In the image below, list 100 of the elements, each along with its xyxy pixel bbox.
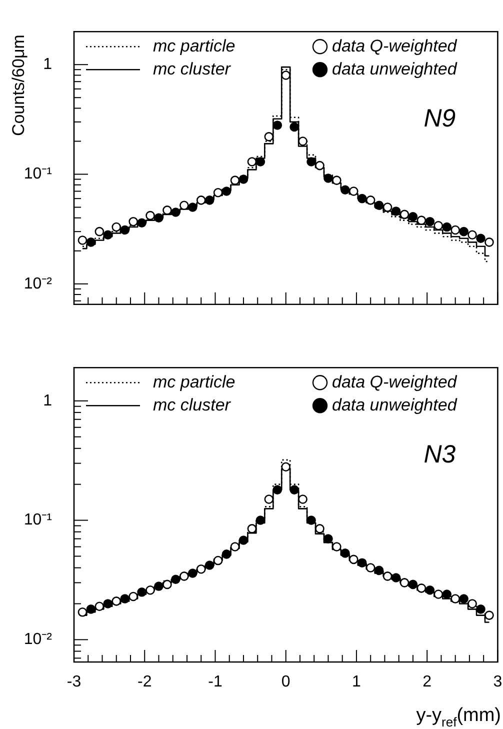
point: [408, 212, 418, 222]
point: [442, 222, 452, 232]
point: [442, 590, 452, 599]
point: [230, 542, 240, 552]
point: [281, 462, 290, 472]
point: [382, 572, 392, 581]
point: [256, 157, 266, 166]
point: [196, 196, 206, 205]
point: [272, 485, 282, 494]
point: [366, 196, 376, 205]
point: [484, 238, 494, 247]
legend-label: data unweighted: [332, 59, 458, 78]
point: [290, 485, 299, 494]
point: [416, 584, 426, 593]
point: [103, 230, 113, 240]
y-tick-label: 10⁻²: [24, 275, 53, 292]
point: [425, 585, 435, 595]
point: [162, 580, 172, 590]
legend-label: mc cluster: [153, 395, 232, 414]
point: [468, 230, 477, 240]
point: [281, 70, 290, 80]
point: [306, 157, 316, 166]
point: [374, 200, 384, 210]
point: [238, 536, 248, 545]
point: [391, 206, 401, 216]
point: [324, 174, 333, 183]
point: [154, 582, 164, 591]
point: [112, 596, 122, 606]
y-tick-label: 10⁻²: [24, 631, 53, 648]
point: [230, 176, 240, 185]
point: [315, 524, 324, 534]
point: [366, 563, 376, 572]
x-tick-label: 0: [281, 673, 290, 690]
point: [264, 494, 274, 504]
point: [120, 594, 130, 604]
legend-label: mc particle: [153, 36, 236, 56]
point: [468, 599, 477, 608]
annotation: N9: [424, 104, 456, 133]
point: [400, 210, 410, 220]
x-tick-label: -3: [66, 673, 82, 690]
point: [146, 585, 155, 595]
point: [357, 194, 367, 204]
y-axis-title: Counts/60μm: [9, 34, 28, 136]
point: [103, 599, 113, 608]
point: [434, 220, 444, 230]
point: [340, 185, 350, 195]
point: [213, 188, 223, 198]
point: [247, 524, 257, 534]
point: [450, 225, 460, 235]
point: [204, 560, 214, 570]
point: [391, 573, 401, 582]
legend-label: data Q-weighted: [332, 36, 458, 56]
point: [459, 226, 468, 236]
point: [324, 534, 333, 544]
point: [348, 186, 358, 196]
x-tick-label: -1: [208, 673, 222, 690]
point: [382, 202, 392, 212]
point: [332, 542, 342, 552]
point: [222, 186, 232, 196]
legend-label: mc particle: [153, 372, 236, 392]
point: [171, 208, 180, 217]
x-tick-label: -2: [138, 673, 152, 690]
point: [348, 554, 358, 564]
point: [94, 226, 104, 236]
point: [204, 196, 214, 205]
point: [137, 218, 146, 228]
point: [357, 558, 367, 568]
legend-label: data Q-weighted: [332, 372, 458, 392]
point: [78, 608, 88, 617]
x-tick-label: 1: [352, 673, 362, 690]
point: [290, 122, 299, 132]
point: [272, 120, 282, 130]
annotation: N3: [424, 440, 456, 469]
y-tick-label: 1: [43, 56, 52, 74]
point: [484, 610, 494, 620]
point: [94, 602, 104, 612]
point: [180, 572, 189, 581]
point: [188, 202, 198, 212]
point: [146, 210, 155, 220]
point: [434, 590, 444, 599]
point: [188, 568, 198, 578]
point: [128, 592, 138, 602]
legend-label: mc cluster: [153, 59, 232, 78]
x-tick-label: 3: [493, 673, 502, 690]
point: [400, 578, 410, 588]
point: [112, 222, 122, 232]
y-tick-label: 10⁻¹: [24, 166, 52, 183]
point: [238, 174, 248, 184]
point: [247, 157, 257, 166]
point: [476, 234, 486, 244]
point: [315, 160, 324, 170]
point: [374, 566, 384, 576]
point: [416, 216, 426, 225]
point: [120, 225, 130, 235]
point: [298, 494, 308, 504]
point: [450, 594, 460, 604]
point: [128, 216, 138, 226]
point: [425, 216, 435, 226]
point: [332, 176, 342, 185]
point: [476, 604, 486, 614]
